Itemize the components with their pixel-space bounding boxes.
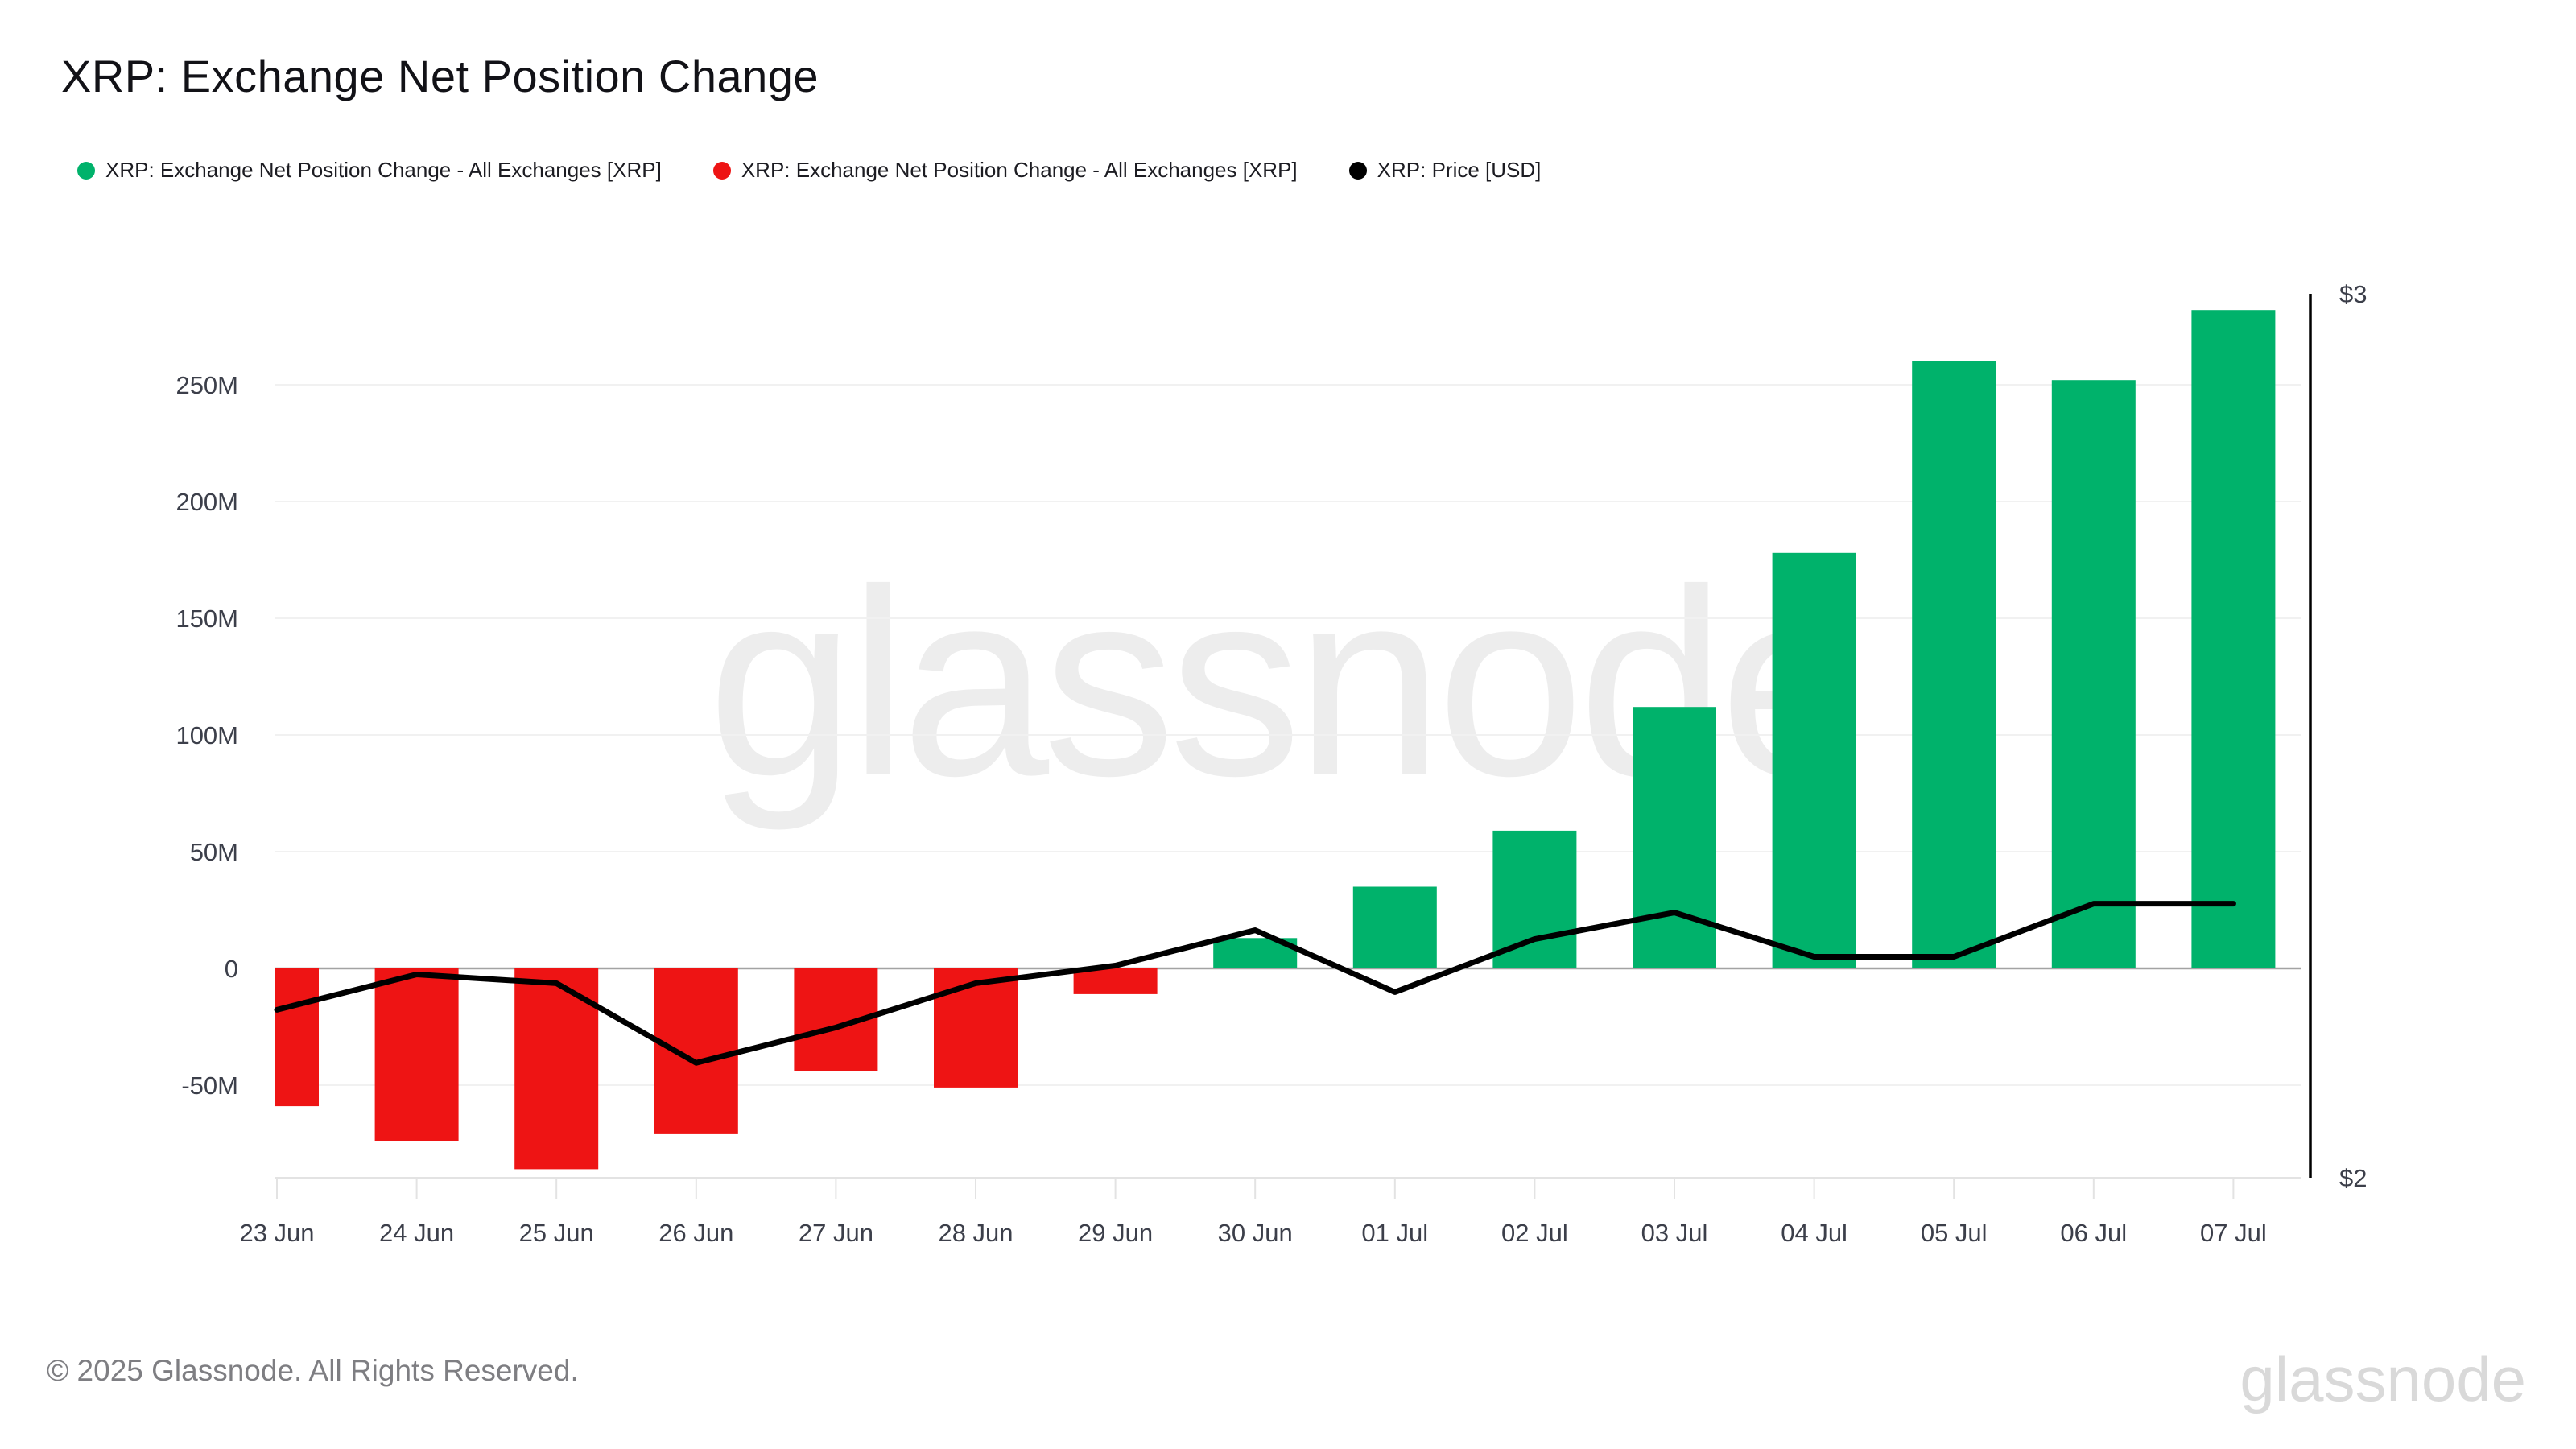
legend-item-label: XRP: Price [USD] [1377, 158, 1542, 182]
bar-02-jul [1492, 830, 1577, 968]
bar-26-jun [654, 968, 738, 1134]
price-axis-tick-label: $2 [2339, 1164, 2367, 1192]
bar-03-jul [1633, 707, 1716, 968]
x-axis-tick-label: 03 Jul [1641, 1219, 1708, 1247]
x-axis-tick-label: 07 Jul [2200, 1219, 2267, 1247]
y-axis-tick-label: 150M [175, 605, 238, 633]
x-axis-tick-label: 06 Jul [2060, 1219, 2127, 1247]
copyright-text: © 2025 Glassnode. All Rights Reserved. [47, 1354, 579, 1387]
y-axis-tick-label: 200M [175, 488, 238, 516]
legend-item-1[interactable]: XRP: Exchange Net Position Change - All … [712, 158, 1298, 183]
y-axis-tick-label: -50M [181, 1071, 238, 1100]
x-axis-tick-label: 04 Jul [1781, 1219, 1847, 1247]
legend-dot-icon [712, 161, 731, 180]
bars-series [275, 310, 2276, 1170]
x-axis-tick-label: 30 Jun [1218, 1219, 1293, 1247]
legend-item-label: XRP: Exchange Net Position Change - All … [741, 158, 1298, 182]
bar-23-jun [275, 968, 319, 1107]
bar-07-jul [2191, 310, 2276, 968]
price-line [274, 901, 2236, 1066]
x-axis-tick-label: 28 Jun [938, 1219, 1013, 1247]
y-axis-tick-label: 100M [175, 721, 238, 749]
y-axis-tick-label: 250M [175, 371, 238, 399]
legend-item-2[interactable]: XRP: Price [USD] [1348, 158, 1542, 183]
bar-01-jul [1352, 886, 1437, 968]
x-axis-tick-label: 02 Jul [1501, 1219, 1568, 1247]
x-axis-tick-label: 29 Jun [1078, 1219, 1153, 1247]
bar-28-jun [934, 968, 1018, 1088]
x-axis-tick-label: 24 Jun [379, 1219, 454, 1247]
y-axis-tick-label: 0 [225, 955, 238, 983]
chart-legend: XRP: Exchange Net Position Change - All … [77, 158, 1541, 183]
x-axis-tick-label: 01 Jul [1361, 1219, 1428, 1247]
bar-24-jun [374, 968, 459, 1141]
legend-dot-icon [77, 161, 95, 180]
bar-29-jun [1073, 968, 1158, 994]
x-axis-tick-label: 23 Jun [239, 1219, 314, 1247]
glassnode-logo: glassnode [2240, 1344, 2526, 1414]
price-axis-tick-label: $3 [2339, 280, 2367, 308]
x-axis-tick-label: 26 Jun [658, 1219, 733, 1247]
x-axis-tick-label: 25 Jun [519, 1219, 594, 1247]
legend-item-0[interactable]: XRP: Exchange Net Position Change - All … [77, 158, 662, 183]
page-title: XRP: Exchange Net Position Change [61, 51, 819, 101]
legend-dot-icon [1348, 161, 1367, 180]
bar-06-jul [2051, 380, 2136, 968]
bar-05-jul [1912, 361, 1996, 968]
legend-item-label: XRP: Exchange Net Position Change - All … [105, 158, 662, 182]
bar-04-jul [1772, 552, 1856, 968]
x-axis-tick-label: 27 Jun [799, 1219, 873, 1247]
x-axis-tick-label: 05 Jul [1921, 1219, 1988, 1247]
y-axis-tick-label: 50M [190, 838, 238, 866]
